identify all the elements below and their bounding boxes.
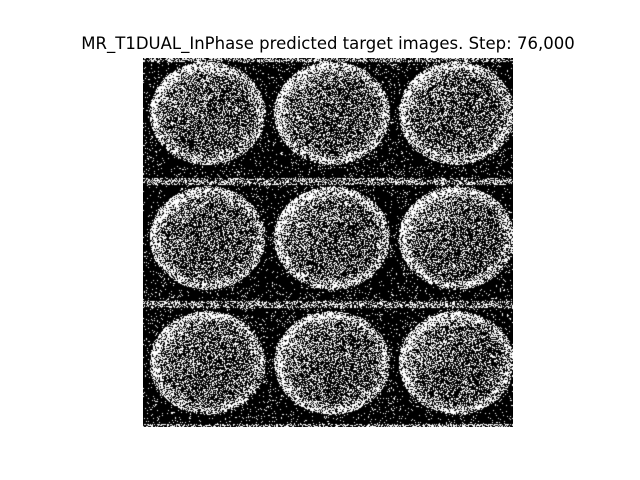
- tile-r1-c1: [143, 58, 266, 181]
- image-grid-canvas: [143, 58, 513, 427]
- tile-r2-c3: [390, 181, 513, 304]
- tile-r3-c2: [266, 304, 390, 427]
- tile-r3-c3: [390, 304, 513, 427]
- tile-r2-c2: [266, 181, 390, 304]
- tile-r3-c1: [143, 304, 266, 427]
- image-grid: [143, 58, 513, 427]
- tile-r1-c3: [390, 58, 513, 181]
- figure-title: MR_T1DUAL_InPhase predicted target image…: [81, 34, 575, 53]
- tile-r1-c2: [266, 58, 390, 181]
- tile-r2-c1: [143, 181, 266, 304]
